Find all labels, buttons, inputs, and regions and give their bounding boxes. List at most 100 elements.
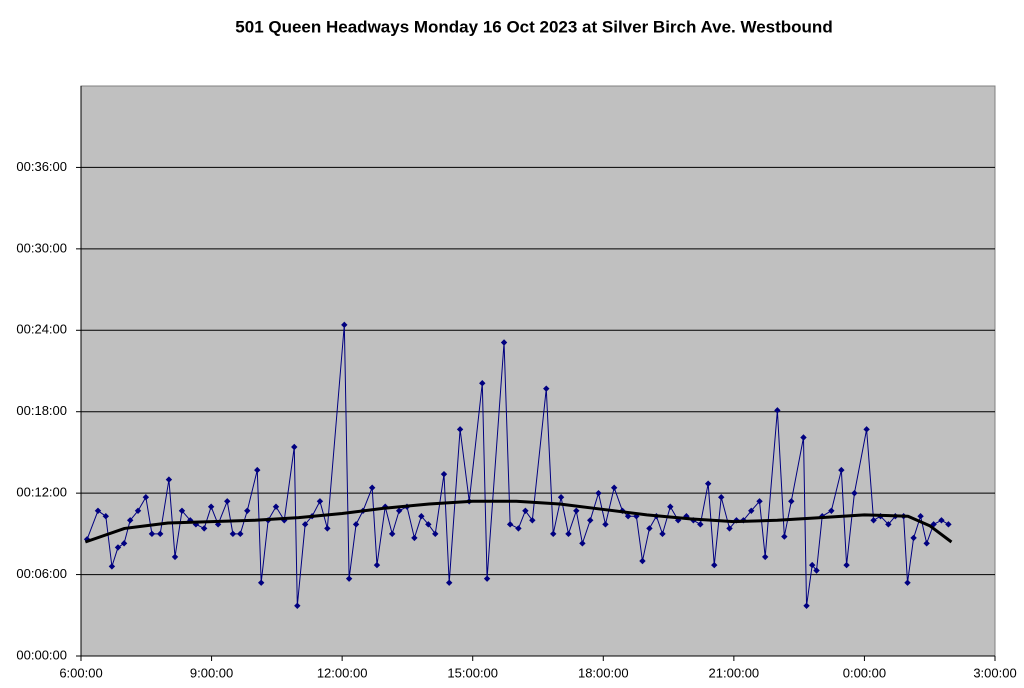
y-tick-label: 00:06:00 (16, 566, 67, 581)
marker (257, 579, 265, 586)
x-tick-label: 21:00:00 (709, 665, 760, 680)
marker (506, 521, 514, 528)
marker (171, 553, 179, 561)
marker (479, 380, 486, 387)
marker (659, 530, 666, 538)
marker (781, 533, 788, 540)
marker (704, 480, 712, 487)
marker (200, 525, 208, 532)
marker (388, 530, 396, 538)
marker (425, 521, 432, 528)
y-tick-label: 00:18:00 (16, 403, 67, 418)
marker (418, 513, 425, 520)
marker (272, 503, 280, 510)
x-tick-label: 0:00:00 (843, 665, 886, 680)
marker (633, 513, 640, 520)
marker (207, 503, 215, 510)
marker (579, 540, 586, 547)
marker (885, 521, 892, 528)
marker (178, 507, 186, 514)
marker (352, 521, 360, 528)
marker (697, 521, 704, 528)
y-tick-label: 00:24:00 (16, 322, 67, 337)
marker (843, 561, 850, 569)
x-tick-label: 15:00:00 (447, 665, 498, 680)
x-tick-label: 3:00:00 (973, 665, 1016, 680)
marker (711, 561, 718, 569)
y-tick-label: 00:12:00 (16, 485, 67, 500)
marker (595, 489, 602, 497)
marker (774, 407, 781, 414)
marker (917, 513, 924, 520)
marker (718, 494, 725, 501)
x-tick-label: 6:00:00 (59, 665, 102, 680)
x-tick-label: 9:00:00 (190, 665, 233, 680)
y-tick-label: 00:36:00 (16, 159, 67, 174)
marker (602, 521, 609, 528)
marker (411, 534, 418, 542)
marker (157, 530, 164, 538)
x-tick-label: 12:00:00 (317, 665, 368, 680)
marker (573, 507, 580, 514)
marker (142, 494, 150, 501)
marker (851, 489, 858, 497)
marker (456, 426, 464, 433)
marker (446, 579, 453, 586)
marker (646, 525, 653, 532)
marker (923, 540, 930, 547)
marker (83, 536, 91, 543)
marker (639, 557, 646, 565)
marker (373, 561, 381, 569)
marker (281, 517, 288, 524)
marker (930, 521, 937, 528)
marker (543, 385, 550, 392)
marker (108, 563, 116, 570)
marker (291, 443, 298, 451)
marker (294, 602, 301, 609)
marker (301, 521, 309, 528)
marker (229, 530, 237, 538)
marker (904, 579, 911, 586)
marker (529, 517, 536, 524)
marker (102, 513, 110, 520)
marker (550, 530, 557, 538)
marker (557, 494, 565, 501)
marker (726, 525, 733, 532)
y-tick-label: 00:30:00 (16, 240, 67, 255)
marker (674, 517, 682, 524)
marker (667, 503, 674, 510)
marker (134, 507, 142, 514)
marker (756, 498, 763, 505)
marker (224, 498, 231, 505)
marker (788, 498, 795, 505)
marker (624, 513, 632, 520)
marker (114, 544, 122, 551)
marker (483, 575, 491, 582)
y-tick-label: 00:00:00 (16, 647, 67, 662)
marker (910, 534, 917, 542)
marker (610, 484, 618, 491)
marker (341, 321, 348, 329)
marker (165, 476, 173, 483)
marker (126, 517, 134, 524)
marker (148, 530, 156, 538)
marker (368, 484, 376, 491)
chart-title: 501 Queen Headways Monday 16 Oct 2023 at… (235, 17, 832, 36)
marker (587, 517, 594, 524)
marker (316, 498, 324, 505)
marker (828, 507, 835, 514)
x-tick-label: 18:00:00 (578, 665, 629, 680)
marker (395, 507, 403, 514)
marker (565, 530, 572, 538)
marker (244, 507, 251, 514)
marker (254, 466, 261, 474)
marker (500, 339, 508, 346)
marker (838, 466, 845, 474)
marker (945, 521, 952, 528)
marker (440, 470, 448, 478)
plot-area (80, 85, 996, 657)
marker (800, 434, 807, 441)
marker (803, 602, 810, 609)
marker (809, 561, 816, 569)
